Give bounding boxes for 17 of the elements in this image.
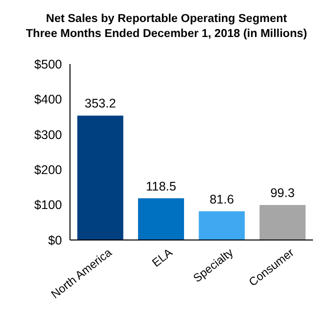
bar (198, 211, 245, 240)
chart-subtitle: Three Months Ended December 1, 2018 (in Millions) (24, 27, 308, 42)
bar (260, 205, 306, 240)
data-label: 81.6 (210, 192, 234, 206)
y-tick-label: $200 (34, 163, 62, 178)
data-label: 118.5 (146, 179, 176, 194)
bar (138, 198, 184, 240)
x-tick-label: ELA (150, 246, 176, 270)
y-tick-label: $400 (34, 92, 62, 107)
y-tick-label: $100 (34, 198, 62, 212)
y-tick-label: $0 (48, 233, 62, 248)
data-label: 99.3 (270, 186, 295, 200)
data-label: 353.2 (84, 96, 116, 111)
y-tick-label: $300 (34, 128, 62, 142)
bar (77, 116, 124, 240)
chart-title: Net Sales by Reportable Operating Segment (45, 12, 288, 27)
y-tick-label: $500 (34, 57, 62, 72)
